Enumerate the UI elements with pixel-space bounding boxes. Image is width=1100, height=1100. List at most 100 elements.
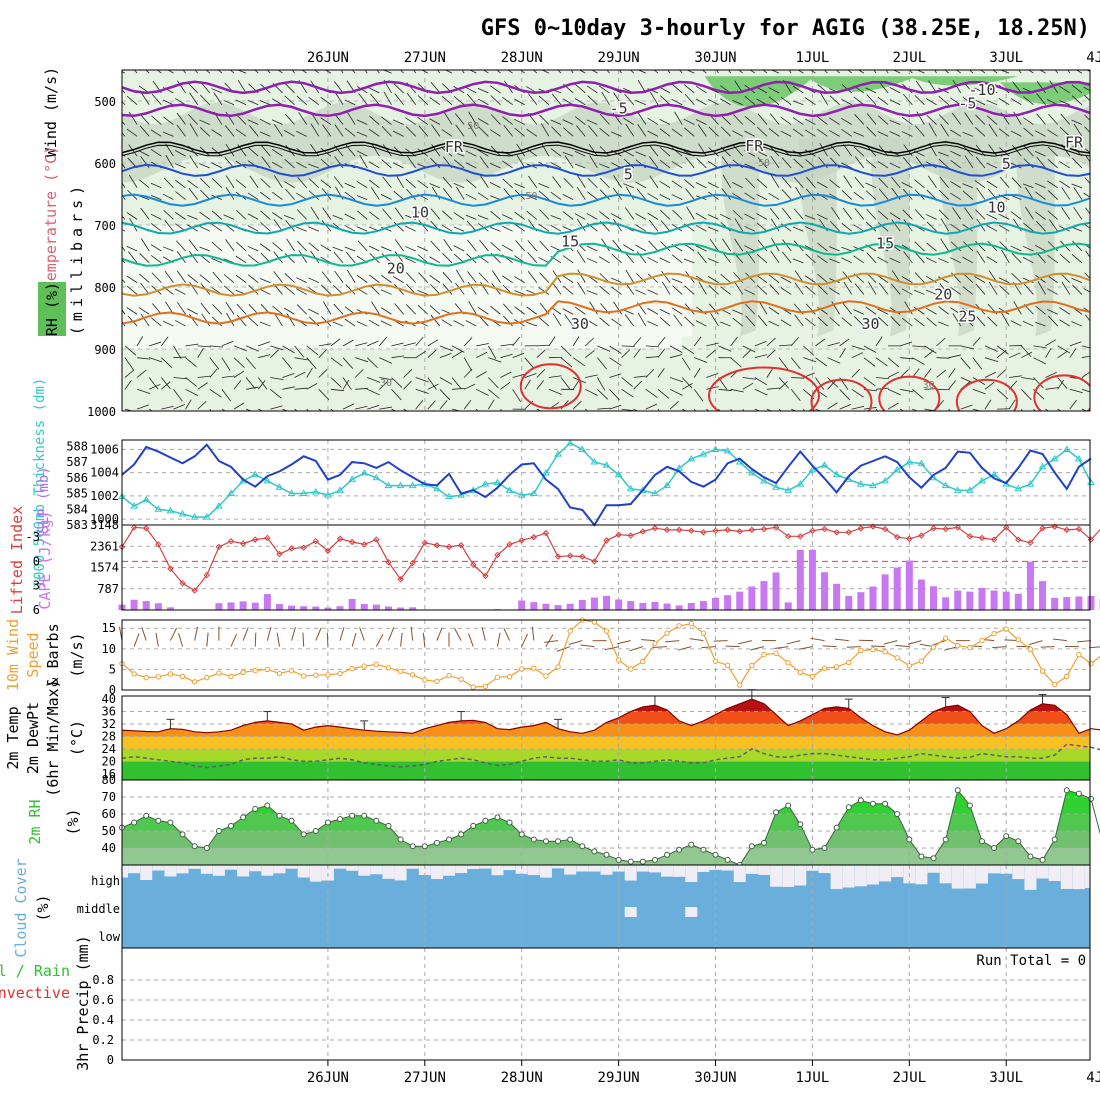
cloud-fill-cell [1060,888,1073,893]
wind-barb [443,238,453,252]
thickness-point [784,486,793,493]
wind-barb [698,281,707,295]
thickness-point [348,475,357,482]
wind-barb [427,349,437,358]
rh-point [688,841,695,848]
wind-barb [914,209,925,220]
rh-point [191,843,198,850]
wind-barb [150,129,162,137]
wind-barb [455,269,465,283]
wind-barb [248,316,259,327]
wind-barb [744,163,755,169]
wind-barb [877,131,889,137]
lifted-index-point [760,525,768,533]
rh-point [882,800,889,807]
lifted-index-point [579,553,586,560]
lifted-index-point [264,534,271,542]
wind-barb [695,182,707,189]
wind-barb [792,85,804,94]
rh-dry-zone [122,225,692,349]
wind-barb [199,246,210,252]
cape-bar [772,572,780,610]
cape-bar [627,601,635,610]
wind-barb [122,182,126,188]
wind-barb [732,210,744,220]
wind-barb [429,274,441,283]
wind-barb [720,213,731,220]
wind-barb [379,381,389,390]
wind-barb [950,307,961,315]
wind-barb [124,379,132,390]
wind-barb [1045,339,1056,347]
rh-point [470,822,477,829]
wind-barb [669,377,684,383]
wind-barb [766,408,772,411]
wind-speed-point [761,651,767,658]
pressure-tick-label: 500 [94,95,116,109]
wind-barb [901,288,913,295]
cape-bar [857,592,865,610]
wind-speed-point [276,670,283,677]
wind-speed-point [288,667,295,674]
cape-bar [796,549,804,610]
wind-barb [585,337,595,347]
wind-barb [441,129,453,137]
wind-barb [685,156,695,169]
wind-barb-10m [544,640,559,643]
wind-barb [780,276,792,283]
wind-barb [980,70,986,74]
wind-barb [912,388,924,399]
wind-barb [1096,118,1100,125]
wind-barb [526,148,538,157]
wind-barb [854,176,865,189]
panel-border [121,619,1091,691]
wind-barb [318,343,332,347]
wind-barb [732,309,743,315]
wind-barb [197,348,204,358]
wind-barb [804,97,816,106]
wind-barb [122,245,126,252]
wind-barb [637,124,647,137]
wind-barb [163,177,174,189]
wind-barb [391,408,397,411]
wind-barb-10m [315,627,322,641]
wind-barb [161,381,171,390]
temp-label-line1: 2m Temp [4,706,22,769]
wind-barb [1083,223,1090,229]
wind-barb [417,245,428,252]
wind-barb [718,388,732,392]
wind-barb-10m [410,626,414,641]
wind-speed-point [882,649,888,655]
wind-barb [199,119,210,125]
wind-barb [514,223,525,232]
thickness-point [760,476,768,484]
cape-bar [942,597,950,610]
wind-barb-10m [629,646,643,652]
wind-barb [294,371,306,378]
wind-barb [261,156,271,169]
wind-barb [151,317,162,327]
wind-barb [541,70,550,74]
wind-barb [314,70,320,74]
cape-bar [845,595,853,610]
wind-barb [176,302,186,315]
wind-barb [463,399,472,410]
cloud-clear-high [963,865,976,889]
wind-barb [225,175,235,188]
wind-barb [1034,182,1046,189]
wind-barb [574,116,586,125]
wind-barb [185,343,199,347]
wind-barb [1048,219,1058,232]
wind-barb-10m [359,627,365,641]
wind-barb [394,207,404,220]
wind-barb [952,207,962,220]
wind-barb-10m [230,633,238,647]
wind-barb [550,148,562,157]
wind-barb [330,377,342,388]
wind-barb [344,318,356,327]
wind-barb [1071,226,1083,232]
wind-barb [986,225,998,232]
wind-barb [609,389,620,401]
lifted-index-point [227,537,235,545]
wind-barb [780,287,792,295]
